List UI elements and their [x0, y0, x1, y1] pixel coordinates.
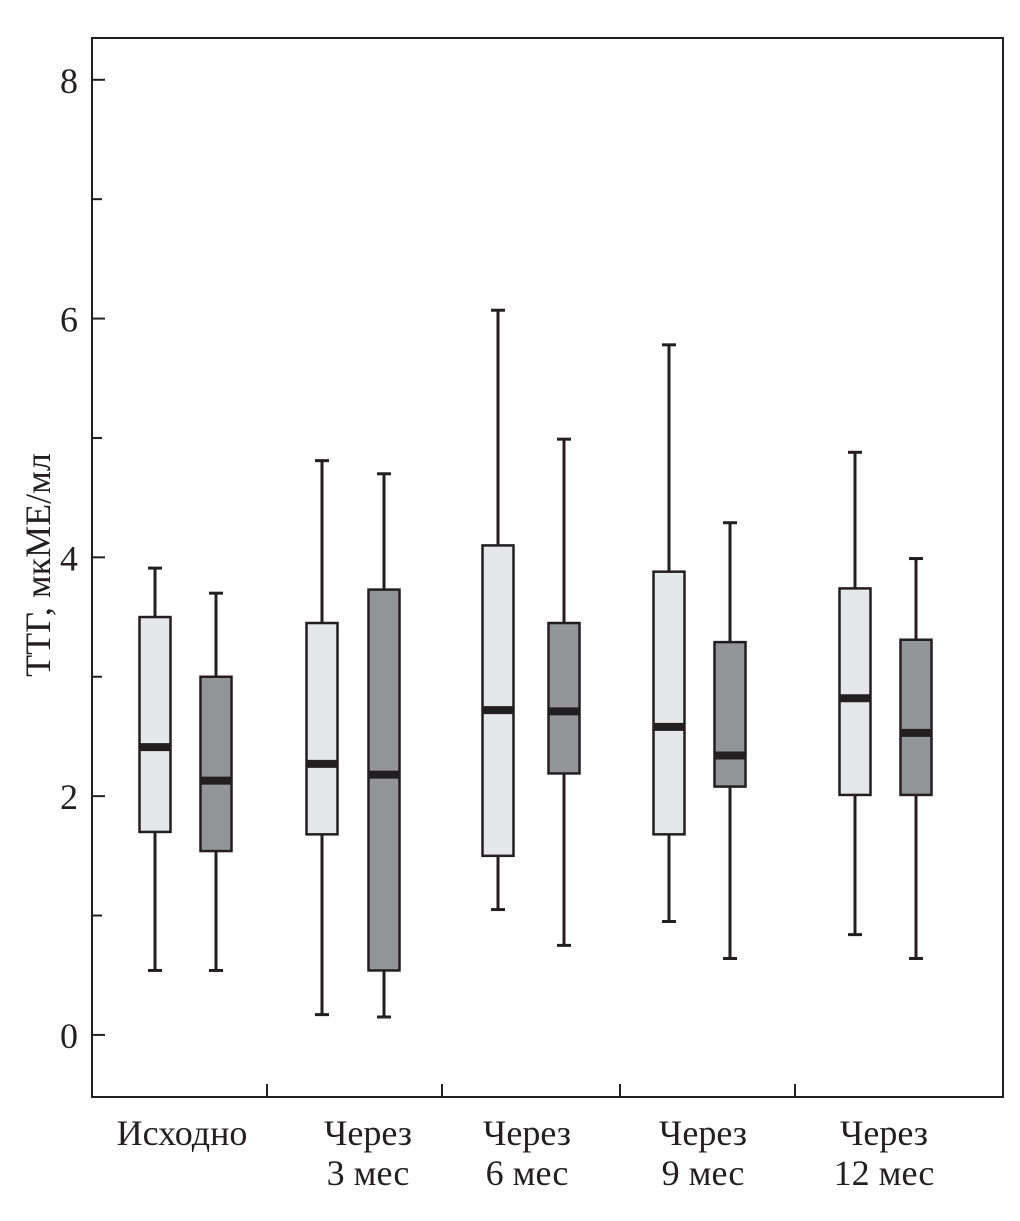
x-category-label: 3 мес	[327, 1153, 410, 1193]
box-dark-3	[713, 521, 747, 961]
x-category-label: Через	[324, 1113, 412, 1153]
y-tick-label: 4	[60, 538, 78, 578]
box-light-3	[652, 343, 686, 923]
box-light-2	[481, 308, 515, 912]
box-iqr	[652, 570, 686, 836]
box-dark-0	[199, 591, 233, 972]
box-iqr	[367, 588, 401, 972]
box-iqr	[138, 615, 172, 834]
x-category-label: Исходно	[117, 1113, 248, 1153]
box-dark-2	[547, 437, 581, 947]
box-iqr	[838, 587, 872, 797]
box-iqr	[305, 621, 339, 836]
y-tick-label: 0	[60, 1016, 78, 1056]
box-iqr	[713, 640, 747, 788]
y-tick-label: 6	[60, 300, 78, 340]
box-light-1	[305, 459, 339, 1017]
y-tick-label: 8	[60, 61, 78, 101]
box-iqr	[481, 544, 515, 858]
y-tick-label: 2	[60, 777, 78, 817]
x-category-label: 9 мес	[662, 1153, 745, 1193]
plot-frame	[91, 37, 1004, 1098]
x-category-label: Через	[483, 1113, 571, 1153]
x-category-label: Через	[659, 1113, 747, 1153]
y-axis-label: ТТГ, мкМЕ/мл	[18, 453, 58, 677]
box-iqr	[199, 675, 233, 853]
box-iqr	[899, 638, 933, 797]
x-category-label: Через	[840, 1113, 928, 1153]
box-light-4	[838, 450, 872, 937]
boxes	[138, 308, 933, 1019]
box-dark-4	[899, 557, 933, 961]
x-category-label: 12 мес	[834, 1153, 935, 1193]
box-iqr	[547, 621, 581, 775]
box-dark-1	[367, 472, 401, 1019]
box-light-0	[138, 566, 172, 972]
y-axis: 0 2 4 6 8	[60, 61, 105, 1056]
x-category-label: 6 мес	[486, 1153, 569, 1193]
